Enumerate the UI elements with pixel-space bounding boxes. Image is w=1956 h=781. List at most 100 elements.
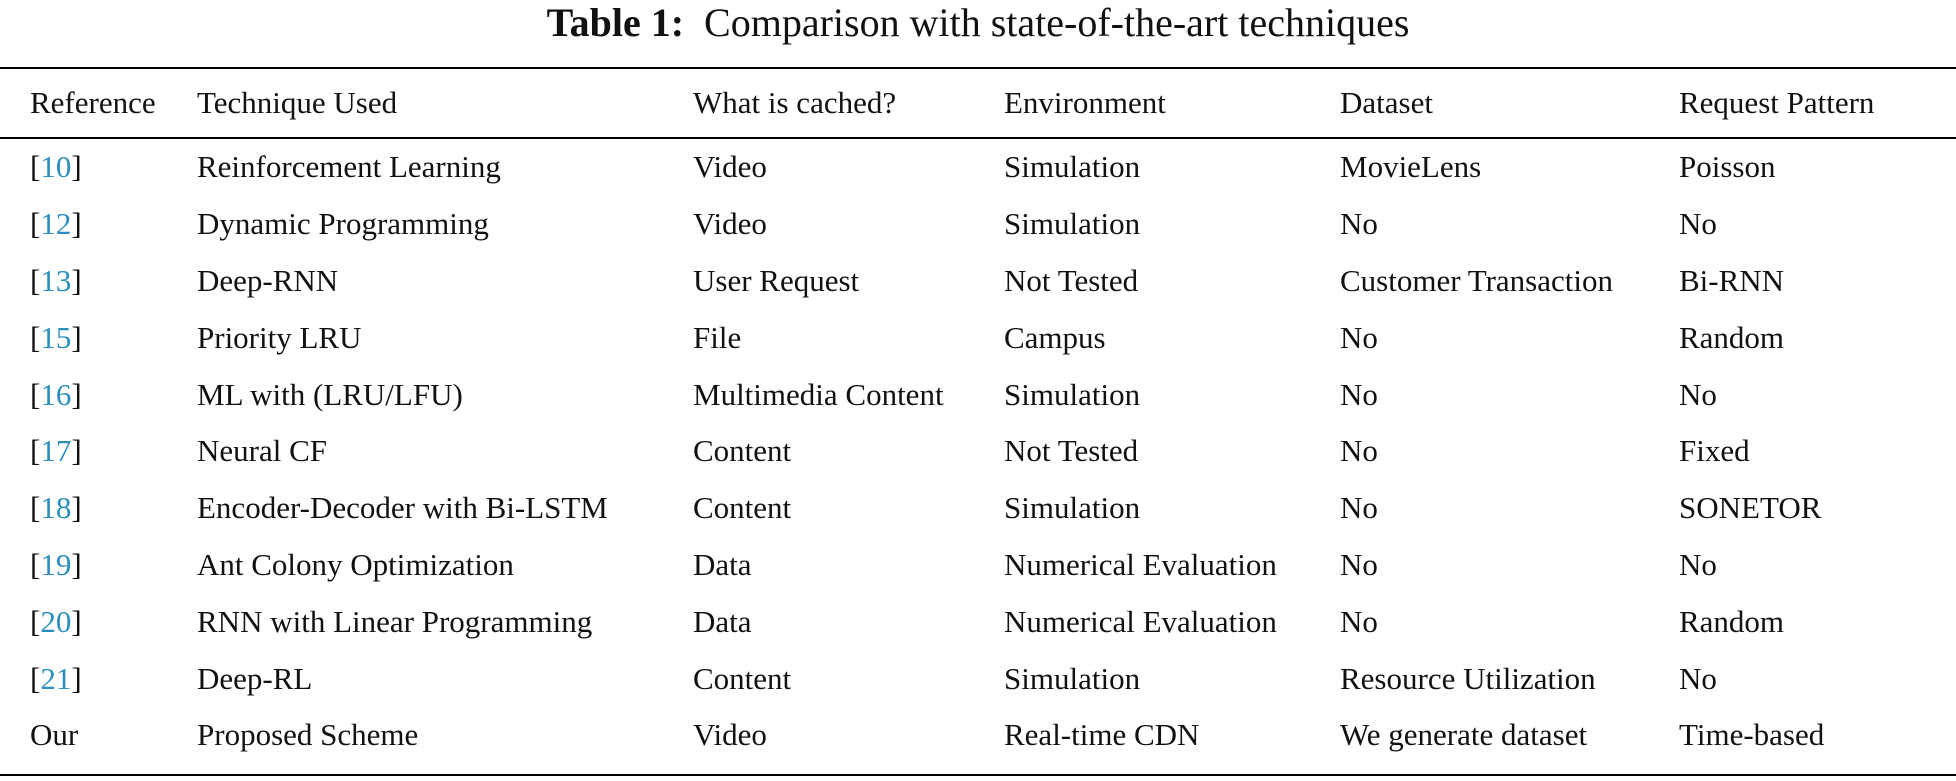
cell-technique: ML with (LRU/LFU) <box>197 376 463 412</box>
cell-cached: Content <box>693 433 792 469</box>
cell-reference: [13] <box>0 253 197 310</box>
table-row: [18] Encoder-Decoder with Bi-LSTM Content S… <box>0 480 1956 537</box>
table-top-rule <box>0 67 1956 69</box>
table-header-rule <box>0 137 1956 139</box>
table-row: [20] RNN with Linear Programming Data Numer… <box>0 593 1956 650</box>
header-cached: What is cached? <box>693 85 897 120</box>
citation-close-bracket: ] <box>71 433 82 469</box>
cell-reference: [17] <box>0 423 197 480</box>
cell-cached: Data <box>693 603 752 639</box>
cell-cached: Video <box>693 717 767 753</box>
table-row: [10] Reinforcement Learning Video Simulatio… <box>0 139 1956 196</box>
cell-environment: Simulation <box>1004 149 1141 185</box>
citation-open-bracket: [ <box>30 206 41 242</box>
cell-cached: Content <box>693 660 792 696</box>
citation-link[interactable]: 20 <box>40 603 72 639</box>
cell-request-pattern: Time-based <box>1679 717 1825 753</box>
cell-cached: Video <box>693 206 767 242</box>
cell-cached: Content <box>693 490 792 526</box>
cell-dataset: Resource Utilization <box>1340 660 1596 696</box>
cell-technique: Proposed Scheme <box>197 717 419 753</box>
cell-cached: File <box>693 319 742 355</box>
cell-environment: Campus <box>1004 319 1106 355</box>
citation-link[interactable]: 10 <box>40 149 72 185</box>
header-row: Reference Technique Used What is cached?… <box>0 69 1956 137</box>
citation-link[interactable]: 21 <box>40 660 72 696</box>
citation-close-bracket: ] <box>71 319 82 355</box>
cell-environment: Simulation <box>1004 660 1141 696</box>
table-header: Reference Technique Used What is cached?… <box>0 69 1956 139</box>
cell-reference: [12] <box>0 196 197 253</box>
cell-dataset: MovieLens <box>1340 149 1482 185</box>
cell-reference: [21] <box>0 650 197 707</box>
cell-reference: Our <box>30 717 79 753</box>
header-technique: Technique Used <box>197 85 398 120</box>
cell-technique: Priority LRU <box>197 319 362 355</box>
cell-request-pattern: No <box>1679 546 1717 582</box>
table-row-ours: Our Proposed Scheme Video Real-time CDN We g… <box>0 707 1956 764</box>
citation-open-bracket: [ <box>30 376 41 412</box>
cell-environment: Real-time CDN <box>1004 717 1200 753</box>
citation-close-bracket: ] <box>71 546 82 582</box>
cell-reference: [16] <box>0 366 197 423</box>
cell-cached: Multimedia Content <box>693 376 944 412</box>
cell-technique: Encoder-Decoder with Bi-LSTM <box>197 490 608 526</box>
cell-environment: Not Tested <box>1004 433 1139 469</box>
table-caption-label: Table 1: <box>546 0 685 45</box>
citation-close-bracket: ] <box>71 603 82 639</box>
cell-request-pattern: Bi-RNN <box>1679 262 1785 298</box>
table-body: [10] Reinforcement Learning Video Simulatio… <box>0 139 1956 764</box>
cell-environment: Simulation <box>1004 376 1141 412</box>
table-caption: Table 1: Comparison with state-of-the-ar… <box>0 0 1956 46</box>
citation-open-bracket: [ <box>30 433 41 469</box>
cell-reference: [20] <box>0 593 197 650</box>
citation-close-bracket: ] <box>71 206 82 242</box>
citation-close-bracket: ] <box>71 660 82 696</box>
citation-open-bracket: [ <box>30 660 41 696</box>
table-row: [16] ML with (LRU/LFU) Multimedia Content S… <box>0 366 1956 423</box>
cell-environment: Not Tested <box>1004 262 1139 298</box>
cell-cached: Video <box>693 149 767 185</box>
citation-link[interactable]: 13 <box>40 262 72 298</box>
cell-dataset: No <box>1340 490 1378 526</box>
citation-open-bracket: [ <box>30 490 41 526</box>
table-bottom-rule <box>0 774 1956 776</box>
cell-technique: RNN with Linear Programming <box>197 603 593 639</box>
citation-close-bracket: ] <box>71 149 82 185</box>
citation-link[interactable]: 17 <box>40 433 72 469</box>
cell-dataset: No <box>1340 376 1378 412</box>
cell-dataset: No <box>1340 546 1378 582</box>
citation-link[interactable]: 15 <box>40 319 72 355</box>
citation-open-bracket: [ <box>30 262 41 298</box>
cell-environment: Simulation <box>1004 490 1141 526</box>
cell-request-pattern: Random <box>1679 319 1785 355</box>
header-environment: Environment <box>1004 85 1166 120</box>
citation-link[interactable]: 16 <box>40 376 72 412</box>
cell-technique: Dynamic Programming <box>197 206 489 242</box>
cell-request-pattern: No <box>1679 660 1717 696</box>
table-row: [13] Deep-RNN User Request Not Tested Custom… <box>0 253 1956 310</box>
cell-cached: User Request <box>693 262 860 298</box>
cell-reference: [19] <box>0 537 197 594</box>
header-dataset: Dataset <box>1340 85 1433 120</box>
cell-reference: [10] <box>0 139 197 196</box>
citation-link[interactable]: 18 <box>40 490 72 526</box>
cell-request-pattern: Poisson <box>1679 149 1776 185</box>
cell-request-pattern: Fixed <box>1679 433 1750 469</box>
table-row: [17] Neural CF Content Not Tested No Fixed <box>0 423 1956 480</box>
citation-close-bracket: ] <box>71 376 82 412</box>
citation-close-bracket: ] <box>71 262 82 298</box>
comparison-table: Reference Technique Used What is cached?… <box>0 69 1956 764</box>
cell-environment: Numerical Evaluation <box>1004 603 1277 639</box>
cell-reference: [18] <box>0 480 197 537</box>
cell-environment: Simulation <box>1004 206 1141 242</box>
citation-link[interactable]: 19 <box>40 546 72 582</box>
citation-link[interactable]: 12 <box>40 206 72 242</box>
header-request-pattern: Request Pattern <box>1679 85 1875 120</box>
table-row: [12] Dynamic Programming Video Simulation No… <box>0 196 1956 253</box>
citation-open-bracket: [ <box>30 319 41 355</box>
cell-technique: Deep-RL <box>197 660 313 696</box>
header-reference: Reference <box>30 85 156 120</box>
table-row: [15] Priority LRU File Campus No Random <box>0 309 1956 366</box>
cell-reference: [15] <box>0 309 197 366</box>
